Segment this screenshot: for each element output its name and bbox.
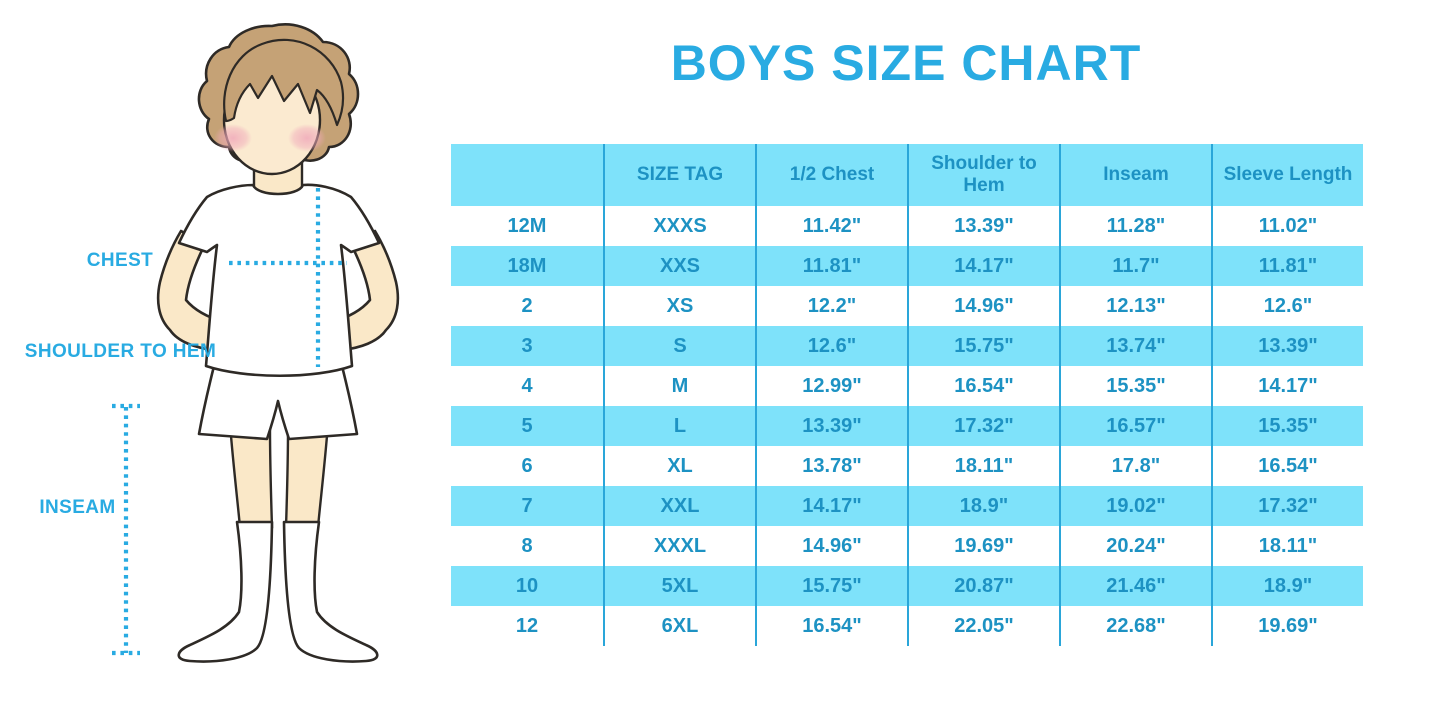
boy-measurement-figure: CHEST SHOULDER TO HEM INSEAM — [0, 0, 450, 723]
cell-size-tag: XXXS — [603, 206, 755, 246]
cell-size-tag: S — [603, 326, 755, 366]
cell-sleeve-length: 16.54" — [1211, 446, 1363, 486]
size-table: SIZE TAG 1/2 Chest Shoulder to Hem Insea… — [451, 144, 1363, 646]
cell-half-chest: 11.42" — [755, 206, 907, 246]
cell-size: 12M — [507, 214, 547, 237]
cell-inseam: 11.28" — [1059, 206, 1211, 246]
table-header-row: SIZE TAG 1/2 Chest Shoulder to Hem Insea… — [451, 144, 1363, 206]
cell-inseam: 21.46" — [1059, 566, 1211, 606]
cell-shoulder-to-hem: 17.32" — [907, 406, 1059, 446]
cell-inseam: 15.35" — [1059, 366, 1211, 406]
table-row: 4 M 12.99" 16.54" 15.35" 14.17" — [451, 366, 1363, 406]
cell-size: 8 — [521, 534, 533, 557]
table-row: 12 6XL 16.54" 22.05" 22.68" 19.69" — [451, 606, 1363, 646]
boy-illustration — [112, 23, 400, 663]
shoulder-to-hem-label: SHOULDER TO HEM — [24, 341, 217, 362]
cell-size: 6 — [521, 454, 533, 477]
cell-half-chest: 14.17" — [755, 486, 907, 526]
right-sock — [282, 520, 379, 663]
cell-inseam: 17.8" — [1059, 446, 1211, 486]
t-shirt — [177, 183, 381, 377]
cell-shoulder-to-hem: 20.87" — [907, 566, 1059, 606]
cell-sleeve-length: 11.02" — [1211, 206, 1363, 246]
header-size — [451, 144, 603, 206]
chest-label: CHEST — [86, 250, 154, 271]
table-row: 3 S 12.6" 15.75" 13.74" 13.39" — [451, 326, 1363, 366]
cell-inseam: 20.24" — [1059, 526, 1211, 566]
header-shoulder-to-hem: Shoulder to Hem — [907, 144, 1059, 206]
cell-shoulder-to-hem: 14.96" — [907, 286, 1059, 326]
table-row: 12M XXXS 11.42" 13.39" 11.28" 11.02" — [451, 206, 1363, 246]
cell-size: 18M — [507, 254, 547, 277]
cell-size: 2 — [521, 294, 533, 317]
cell-sleeve-length: 17.32" — [1211, 486, 1363, 526]
cell-size-tag: XS — [603, 286, 755, 326]
cell-shoulder-to-hem: 13.39" — [907, 206, 1059, 246]
table-row: 8 XXXL 14.96" 19.69" 20.24" 18.11" — [451, 526, 1363, 566]
cell-half-chest: 14.96" — [755, 526, 907, 566]
left-sock — [177, 520, 274, 663]
cell-shoulder-to-hem: 19.69" — [907, 526, 1059, 566]
cell-size: 5 — [521, 414, 533, 437]
cell-size: 7 — [521, 494, 533, 517]
blush-right — [288, 124, 326, 152]
cell-shoulder-to-hem: 16.54" — [907, 366, 1059, 406]
cell-inseam: 19.02" — [1059, 486, 1211, 526]
cell-sleeve-length: 18.11" — [1211, 526, 1363, 566]
cell-shoulder-to-hem: 22.05" — [907, 606, 1059, 646]
hair-fringe — [223, 38, 345, 127]
cell-half-chest: 12.6" — [755, 326, 907, 366]
cell-shoulder-to-hem: 14.17" — [907, 246, 1059, 286]
cell-shoulder-to-hem: 18.11" — [907, 446, 1059, 486]
cell-half-chest: 11.81" — [755, 246, 907, 286]
cell-inseam: 11.7" — [1059, 246, 1211, 286]
cell-size-tag: 6XL — [603, 606, 755, 646]
cell-size: 4 — [521, 374, 533, 397]
cell-sleeve-length: 13.39" — [1211, 326, 1363, 366]
header-half-chest: 1/2 Chest — [755, 144, 907, 206]
page-title: BOYS SIZE CHART — [670, 35, 1142, 91]
cell-size-tag: XXS — [603, 246, 755, 286]
table-row: 2 XS 12.2" 14.96" 12.13" 12.6" — [451, 286, 1363, 326]
cell-sleeve-length: 11.81" — [1211, 246, 1363, 286]
cell-size-tag: XXL — [603, 486, 755, 526]
cell-size: 3 — [521, 334, 533, 357]
table-row: 10 5XL 15.75" 20.87" 21.46" 18.9" — [451, 566, 1363, 606]
cell-sleeve-length: 15.35" — [1211, 406, 1363, 446]
cell-sleeve-length: 18.9" — [1211, 566, 1363, 606]
header-inseam: Inseam — [1059, 144, 1211, 206]
cell-size-tag: 5XL — [603, 566, 755, 606]
cell-half-chest: 12.99" — [755, 366, 907, 406]
cell-inseam: 22.68" — [1059, 606, 1211, 646]
table-row: 6 XL 13.78" 18.11" 17.8" 16.54" — [451, 446, 1363, 486]
cell-sleeve-length: 14.17" — [1211, 366, 1363, 406]
cell-shoulder-to-hem: 15.75" — [907, 326, 1059, 366]
cell-inseam: 13.74" — [1059, 326, 1211, 366]
header-sleeve-length: Sleeve Length — [1211, 144, 1363, 206]
cell-sleeve-length: 19.69" — [1211, 606, 1363, 646]
cell-size: 12 — [515, 614, 539, 637]
cell-shoulder-to-hem: 18.9" — [907, 486, 1059, 526]
cell-sleeve-length: 12.6" — [1211, 286, 1363, 326]
cell-inseam: 16.57" — [1059, 406, 1211, 446]
blush-left — [214, 124, 252, 152]
inseam-label: INSEAM — [39, 497, 116, 518]
cell-size-tag: M — [603, 366, 755, 406]
cell-size: 10 — [515, 574, 539, 597]
header-size-tag: SIZE TAG — [603, 144, 755, 206]
cell-size-tag: XL — [603, 446, 755, 486]
table-row: 5 L 13.39" 17.32" 16.57" 15.35" — [451, 406, 1363, 446]
cell-size-tag: L — [603, 406, 755, 446]
cell-half-chest: 15.75" — [755, 566, 907, 606]
table-row: 7 XXL 14.17" 18.9" 19.02" 17.32" — [451, 486, 1363, 526]
cell-half-chest: 12.2" — [755, 286, 907, 326]
cell-size-tag: XXXL — [603, 526, 755, 566]
table-row: 18M XXS 11.81" 14.17" 11.7" 11.81" — [451, 246, 1363, 286]
cell-half-chest: 13.78" — [755, 446, 907, 486]
cell-half-chest: 13.39" — [755, 406, 907, 446]
cell-inseam: 12.13" — [1059, 286, 1211, 326]
cell-half-chest: 16.54" — [755, 606, 907, 646]
